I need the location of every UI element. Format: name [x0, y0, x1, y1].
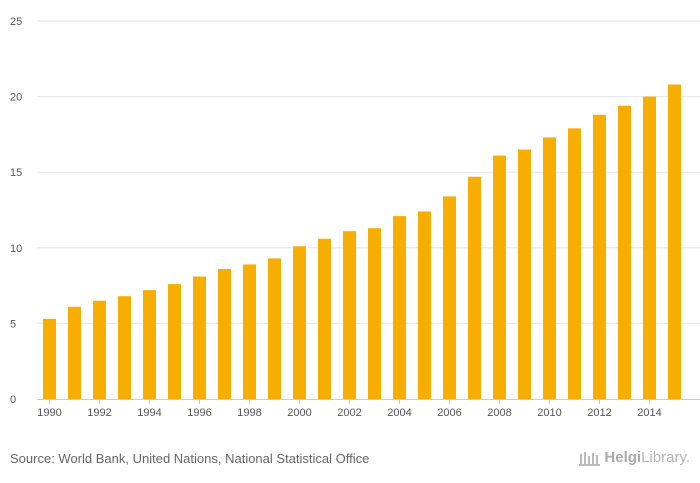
- bar-1995: [168, 284, 181, 399]
- y-tick-label: 15: [10, 167, 22, 179]
- library-building-icon: [579, 451, 601, 466]
- source-note: Source: World Bank, United Nations, Nati…: [10, 451, 370, 466]
- y-tick-label: 25: [10, 16, 22, 28]
- bar-chart: 0 5 10 15 20 25 1990 1992 1994 1996 1998 2000 2002 2…: [10, 16, 700, 419]
- bar-2000: [293, 246, 306, 399]
- x-tick-label: 2000: [287, 407, 311, 419]
- x-tick-label: 2012: [587, 407, 611, 419]
- bar-2006: [443, 196, 456, 399]
- bar-1996: [193, 276, 206, 399]
- bar-2013: [618, 105, 631, 399]
- bar-2011: [568, 128, 581, 400]
- bar-2008: [493, 155, 506, 399]
- x-tick-label: 1998: [237, 407, 261, 419]
- bar-2003: [368, 228, 381, 399]
- y-tick-label: 5: [10, 318, 16, 330]
- bar-2004: [393, 216, 406, 399]
- y-tick-label: 0: [10, 394, 16, 406]
- bar-1990: [43, 318, 56, 399]
- x-tick-label: 2002: [337, 407, 361, 419]
- bar-1993: [118, 296, 131, 399]
- bar-1994: [143, 290, 156, 399]
- x-tick-label: 2014: [637, 407, 661, 419]
- x-tick-label: 2004: [387, 407, 411, 419]
- bars: [43, 84, 681, 400]
- y-tick-label: 20: [10, 92, 22, 104]
- x-tick-label: 1990: [37, 407, 61, 419]
- bar-2001: [318, 238, 331, 399]
- helgi-library-logo: HelgiLibrary.: [579, 449, 690, 466]
- bar-2014: [643, 96, 656, 399]
- x-tick-label: 1992: [87, 407, 111, 419]
- bar-2009: [518, 149, 531, 399]
- bar-2007: [468, 176, 481, 399]
- gridlines: [37, 20, 700, 324]
- bar-2015: [668, 84, 681, 399]
- x-tick-label: 2010: [537, 407, 561, 419]
- x-tick-label: 2006: [437, 407, 461, 419]
- bar-1991: [68, 306, 81, 399]
- bar-1998: [243, 264, 256, 399]
- x-tick-label: 1994: [137, 407, 161, 419]
- bar-2002: [343, 231, 356, 399]
- x-tick-label: 2008: [487, 407, 511, 419]
- bar-2005: [418, 211, 431, 399]
- x-axis-ticks: 1990 1992 1994 1996 1998 2000 2002 2004 2006 2008…: [37, 399, 662, 419]
- bar-1999: [268, 258, 281, 399]
- y-axis-ticks: 0 5 10 15 20 25: [10, 16, 22, 406]
- y-tick-label: 10: [10, 243, 22, 255]
- logo-text-light: Library.: [641, 449, 690, 466]
- logo-text-bold: Helgi: [604, 449, 642, 466]
- bar-1992: [93, 300, 106, 399]
- bar-2010: [543, 137, 556, 399]
- bar-2012: [593, 114, 606, 399]
- bar-1997: [218, 268, 231, 399]
- x-tick-label: 1996: [187, 407, 211, 419]
